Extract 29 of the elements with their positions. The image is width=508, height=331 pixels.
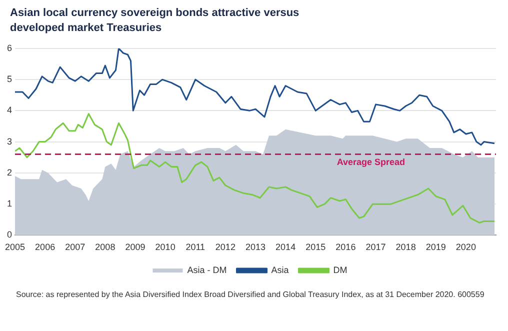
y-tick-label: 2 [6, 167, 12, 178]
x-tick-label: 2011 [186, 242, 206, 252]
y-tick-label: 4 [6, 105, 12, 116]
x-tick-label: 2008 [95, 242, 116, 252]
y-tick-label: 5 [6, 74, 12, 84]
y-tick-label: 1 [6, 198, 12, 209]
x-tick-label: 2018 [396, 242, 416, 252]
x-tick-label: 2009 [125, 242, 146, 252]
x-tick-label: 2014 [276, 242, 296, 252]
x-tick-label: 2020 [456, 242, 476, 252]
legend-label: DM [333, 264, 348, 275]
x-tick-label: 2016 [336, 242, 356, 252]
x-tick-label: 2007 [65, 242, 86, 252]
x-tick-label: 2005 [4, 242, 26, 252]
x-tick-label: 2015 [306, 242, 326, 252]
x-tick-label: 2012 [215, 242, 236, 252]
legend-label: Asia [271, 264, 289, 275]
y-tick-label: 3 [6, 136, 12, 146]
chart-title: Asian local currency sovereign bonds attractive versus developed market Treasuries [10, 6, 300, 36]
x-tick-label: 2006 [35, 242, 56, 252]
ref-line-label: Average Spread [336, 157, 406, 168]
x-tick-label: 2010 [155, 242, 176, 252]
x-tick-label: 2017 [366, 242, 386, 252]
x-tick-label: 2013 [245, 242, 266, 252]
x-tick-label: 2019 [426, 242, 446, 252]
legend-label: Asia - DM [187, 264, 227, 275]
source-note: Source: as represented by the Asia Diversified Index Broad Diversified and Global Treasury Index, as at 31 December 2020. 600559 [16, 290, 486, 300]
y-tick-label: 0 [6, 230, 12, 240]
y-tick-label: 6 [6, 42, 12, 53]
